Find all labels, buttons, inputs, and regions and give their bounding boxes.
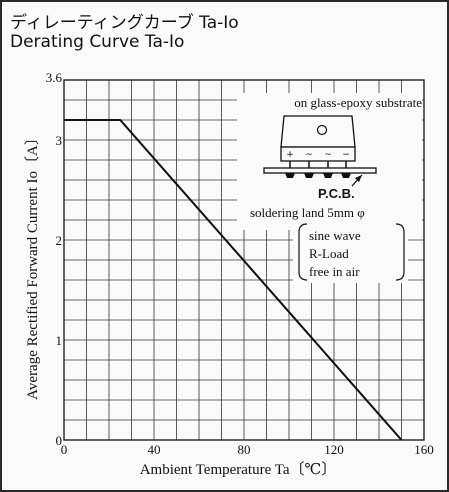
derating-curve-line [64,119,403,441]
x-axis-label: Ambient Temperature Ta〔℃〕 [140,461,337,478]
soldering-land-label: soldering land 5mm φ [250,205,365,220]
condition-sine-wave: sine wave [309,228,361,243]
conditions-left-bracket [298,223,308,281]
x-tick-label: 80 [238,442,251,457]
y-tick-label: 1 [56,333,63,348]
x-tick-label: 40 [148,442,161,457]
pin-mark-ac2: ~ [324,150,332,160]
condition-r-load: R-Load [309,246,349,261]
chart-series [64,119,403,441]
y-tick-label: 3 [56,133,63,148]
condition-free-in-air: free in air [309,264,360,279]
x-tick-label: 160 [414,442,434,457]
y-tick-label: 0 [56,433,63,448]
chart-title-japanese: ディレーティングカーブ Ta-Io [10,13,239,33]
y-tick-label: 2 [56,233,63,248]
chart-axes: 0 40 80 120 160 0 1 2 3 3.6 [46,70,434,457]
plot-border [63,79,425,441]
substrate-label: on glass-epoxy substrate [294,95,422,110]
pcb-label: P.C.B. [318,186,355,201]
y-axis-label: Average Rectified Forward Current Io〔A〕 [24,130,41,400]
chart-title-english: Derating Curve Ta-Io [10,32,185,52]
pin-mark-minus: − [342,150,350,160]
pin-mark-plus: + [286,150,294,160]
y-tick-label: 3.6 [46,70,63,85]
x-tick-label: 120 [324,442,344,457]
inset-annotation: on glass-epoxy substrate + ~ ~ − P.C.B. … [237,93,422,283]
x-tick-label: 0 [61,442,68,457]
bridge-component-icon: + ~ ~ − [263,115,377,187]
conditions-right-bracket [395,223,405,281]
pin-mark-ac1: ~ [305,150,313,160]
